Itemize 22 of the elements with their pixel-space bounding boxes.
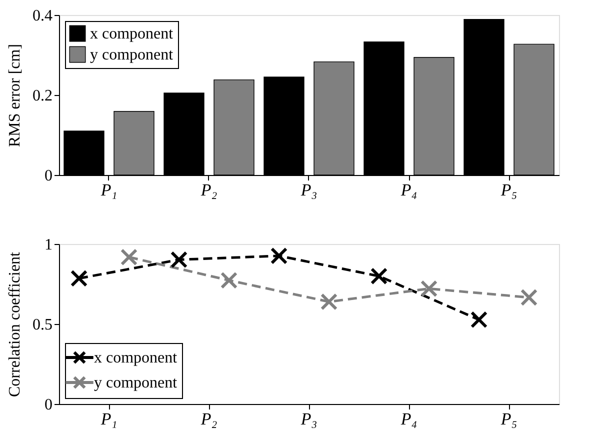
x-tick-label: P₂ (200, 410, 218, 428)
y-axis-title: Correlation coefficient (6, 251, 24, 397)
legend-label: x component (90, 26, 174, 42)
x-tick-label: P₅ (500, 180, 518, 200)
legend-label: y component (90, 46, 174, 64)
x-tick-label: P₂ (200, 180, 218, 200)
legend-label: x component (94, 350, 178, 366)
x-tick-label: P₄ (400, 410, 418, 428)
y-tick-label: 0 (44, 168, 52, 184)
x-tick-label: P₃ (300, 180, 318, 200)
y-tick-label: 0 (44, 396, 52, 414)
x-tick-label: P₃ (300, 410, 318, 428)
x-tick-label: P₄ (400, 180, 418, 200)
y-axis-title: RMS error [cm] (6, 44, 24, 148)
y-tick-label: 0.4 (32, 8, 52, 24)
x-tick-label: P₅ (500, 410, 518, 428)
y-tick-label: 1 (44, 236, 52, 254)
x-tick-label: P₁ (100, 410, 118, 428)
legend-label: y component (94, 374, 178, 392)
y-tick-label: 0.5 (32, 316, 52, 334)
x-tick-label: P₁ (100, 180, 118, 200)
y-tick-label: 0.2 (32, 88, 52, 104)
